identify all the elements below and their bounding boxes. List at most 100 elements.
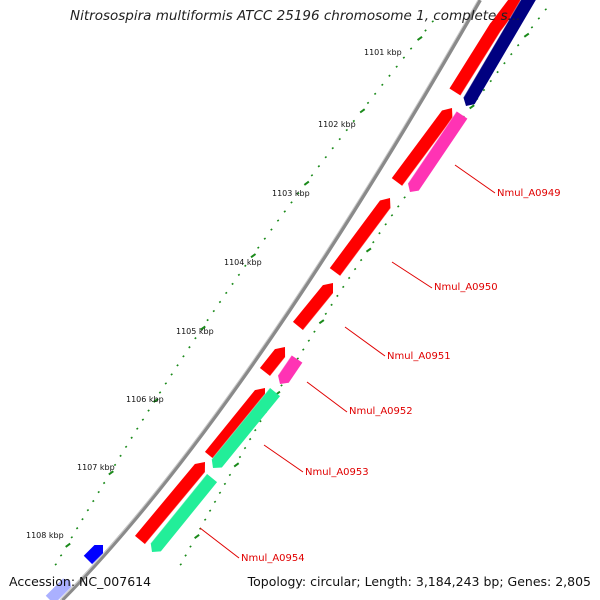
minor-tick bbox=[510, 53, 513, 56]
gene-highlight bbox=[460, 29, 502, 96]
minor-tick bbox=[307, 339, 311, 342]
gene-feature-lightblue bbox=[45, 578, 72, 600]
minor-tick bbox=[124, 445, 128, 448]
minor-tick bbox=[384, 223, 387, 226]
gene-highlight bbox=[277, 355, 293, 376]
minor-tick bbox=[296, 357, 299, 360]
minor-tick bbox=[352, 119, 356, 123]
minor-tick bbox=[317, 165, 321, 168]
gene-cds-forward bbox=[292, 283, 333, 331]
minor-tick bbox=[402, 56, 406, 59]
gene-highlight bbox=[407, 111, 458, 184]
gene-cds-reverse-green bbox=[150, 473, 218, 552]
minor-tick bbox=[170, 373, 173, 376]
major-tick bbox=[365, 247, 372, 253]
gene-label: Nmul_A0950 bbox=[434, 282, 498, 293]
major-tick bbox=[523, 32, 530, 38]
gene-highlight bbox=[211, 387, 271, 460]
minor-tick bbox=[324, 156, 327, 159]
gene-label: Nmul_A0949 bbox=[497, 188, 561, 199]
minor-tick bbox=[302, 348, 305, 351]
minor-tick bbox=[403, 196, 406, 199]
gene-highlight bbox=[339, 207, 391, 277]
map-title: Nitrosospira multiformis ATCC 25196 chro… bbox=[70, 8, 521, 24]
gene-label-leaders bbox=[199, 164, 496, 559]
minor-tick bbox=[218, 300, 222, 304]
gene-highlight bbox=[150, 473, 208, 544]
minor-tick bbox=[188, 346, 191, 349]
minor-tick bbox=[164, 382, 168, 385]
gene-highlight bbox=[144, 471, 206, 545]
label-leader-line bbox=[263, 444, 304, 473]
gene-cds-forward bbox=[259, 347, 286, 377]
minor-tick bbox=[81, 518, 84, 521]
label-leader-line bbox=[454, 164, 496, 194]
minor-tick bbox=[54, 563, 57, 566]
minor-tick bbox=[544, 8, 547, 11]
minor-tick bbox=[102, 481, 106, 485]
minor-tick bbox=[70, 536, 74, 539]
minor-tick bbox=[503, 61, 506, 65]
major-tick bbox=[194, 534, 200, 539]
gene-label: Nmul_A0954 bbox=[241, 553, 305, 564]
minor-tick bbox=[516, 44, 520, 47]
minor-tick bbox=[97, 490, 100, 494]
major-tick bbox=[318, 319, 325, 325]
gene-cds-reverse-pink bbox=[277, 355, 303, 384]
label-leader-line bbox=[306, 381, 348, 413]
minor-tick bbox=[530, 26, 534, 29]
minor-tick bbox=[313, 330, 316, 333]
gene-cds-forward bbox=[204, 388, 266, 461]
minor-tick bbox=[330, 303, 333, 307]
kbp-label: 1108 kbp bbox=[26, 531, 64, 540]
minor-tick bbox=[130, 436, 133, 439]
kbp-label: 1107 kbp bbox=[77, 463, 115, 472]
minor-tick bbox=[395, 65, 398, 68]
minor-tick bbox=[113, 463, 117, 467]
major-tick bbox=[359, 108, 366, 114]
minor-tick bbox=[276, 219, 280, 222]
minor-tick bbox=[283, 210, 286, 213]
minor-tick bbox=[213, 500, 217, 503]
minor-tick bbox=[75, 527, 79, 530]
minor-tick bbox=[397, 205, 400, 208]
minor-tick bbox=[310, 174, 314, 177]
minor-tick bbox=[482, 88, 486, 92]
minor-tick bbox=[297, 192, 300, 195]
gene-cds-reverse-pink bbox=[407, 111, 468, 192]
minor-tick bbox=[194, 337, 197, 340]
label-leader-line bbox=[391, 261, 433, 289]
minor-tick bbox=[381, 83, 384, 86]
label-leader-line bbox=[199, 527, 240, 559]
major-tick bbox=[65, 542, 71, 548]
major-tick bbox=[152, 397, 159, 403]
minor-tick bbox=[248, 437, 252, 441]
minor-tick bbox=[158, 391, 162, 394]
minor-tick bbox=[176, 364, 179, 367]
minor-tick bbox=[244, 264, 247, 267]
minor-tick bbox=[409, 47, 413, 50]
minor-tick bbox=[92, 499, 95, 503]
minor-tick bbox=[342, 285, 345, 289]
minor-tick bbox=[336, 294, 339, 298]
gene-cds-forward bbox=[489, 0, 521, 32]
minor-tick bbox=[119, 454, 122, 458]
major-tick bbox=[108, 470, 114, 476]
kbp-label: 1104 kbp bbox=[224, 258, 262, 267]
minor-tick bbox=[203, 518, 207, 521]
minor-tick bbox=[373, 92, 377, 96]
minor-tick bbox=[212, 309, 216, 313]
minor-tick bbox=[141, 418, 145, 421]
gene-highlight bbox=[91, 553, 104, 565]
minor-tick bbox=[359, 258, 363, 262]
minor-tick bbox=[290, 201, 293, 204]
minor-tick bbox=[424, 29, 427, 32]
kbp-label: 1101 kbp bbox=[364, 48, 402, 57]
kbp-label: 1106 kbp bbox=[126, 395, 164, 404]
gene-feature-blue bbox=[83, 545, 103, 565]
minor-tick bbox=[259, 420, 262, 423]
minor-tick bbox=[228, 473, 232, 477]
minor-tick bbox=[86, 508, 90, 512]
